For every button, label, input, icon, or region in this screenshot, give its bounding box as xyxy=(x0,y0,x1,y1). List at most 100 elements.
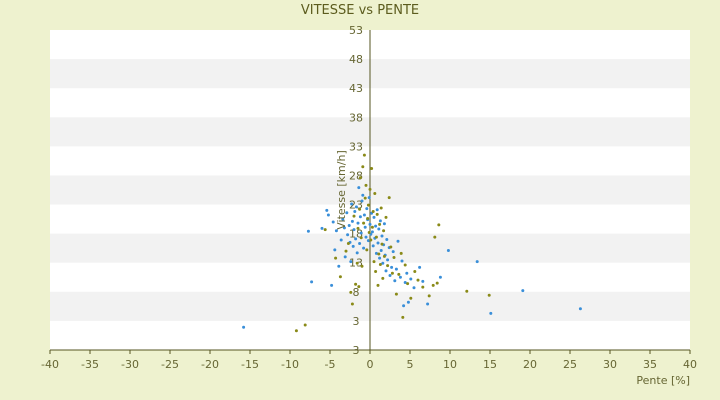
data-point xyxy=(379,249,383,253)
data-point xyxy=(334,256,338,260)
data-point xyxy=(489,311,493,315)
data-point xyxy=(367,230,371,234)
x-tick-label: 10 xyxy=(443,358,457,371)
data-point xyxy=(437,223,441,227)
data-point xyxy=(475,260,479,264)
data-point xyxy=(351,244,355,248)
data-point xyxy=(362,153,366,157)
data-point xyxy=(405,271,409,275)
data-point xyxy=(374,235,378,239)
data-point xyxy=(401,315,405,319)
data-point xyxy=(390,265,394,269)
data-point xyxy=(310,280,314,284)
data-point xyxy=(412,286,416,290)
x-tick-label: -25 xyxy=(161,358,179,371)
data-point xyxy=(358,207,362,211)
chart-title: VITESSE vs PENTE xyxy=(301,3,419,18)
data-point xyxy=(427,294,431,298)
data-point xyxy=(368,187,372,191)
data-point xyxy=(337,264,341,268)
data-point xyxy=(406,300,410,304)
data-point xyxy=(330,283,334,287)
data-point xyxy=(382,229,386,233)
data-point xyxy=(366,203,370,207)
data-point xyxy=(381,276,385,280)
data-point xyxy=(388,274,392,278)
data-points xyxy=(242,153,582,333)
data-point xyxy=(358,242,362,246)
data-point xyxy=(378,222,382,226)
y-tick-label: 53 xyxy=(349,24,363,37)
y-tick-label: 8 xyxy=(353,286,360,299)
data-point xyxy=(421,279,425,283)
data-point xyxy=(374,269,378,273)
data-point xyxy=(487,293,491,297)
data-point xyxy=(325,208,329,212)
data-point xyxy=(394,292,398,296)
data-point xyxy=(402,304,406,308)
data-point xyxy=(303,323,307,327)
data-point xyxy=(354,282,358,286)
data-point xyxy=(370,230,374,234)
x-tick-label: 30 xyxy=(603,358,617,371)
y-tick-label: 43 xyxy=(349,82,363,95)
data-point xyxy=(384,269,388,273)
data-point xyxy=(375,208,379,212)
x-tick-label: -35 xyxy=(81,358,99,371)
y-axis-label: Vitesse [km/h] xyxy=(335,150,348,230)
data-point xyxy=(367,196,371,200)
data-point xyxy=(354,237,358,241)
data-point xyxy=(377,227,381,231)
data-point xyxy=(386,258,390,262)
data-point xyxy=(375,212,379,216)
x-tick-label: 5 xyxy=(407,358,414,371)
data-point xyxy=(400,259,404,263)
data-point xyxy=(334,229,338,233)
data-point xyxy=(361,193,365,197)
data-point xyxy=(362,213,366,217)
data-point xyxy=(370,166,374,170)
data-point xyxy=(521,289,525,293)
data-point xyxy=(393,279,397,283)
data-point xyxy=(385,237,389,241)
data-point xyxy=(365,207,369,211)
data-point xyxy=(378,219,382,223)
x-tick-label: 40 xyxy=(683,358,697,371)
data-point xyxy=(353,210,357,214)
data-point xyxy=(361,165,365,169)
data-point xyxy=(357,186,361,190)
data-point xyxy=(465,289,469,293)
data-point xyxy=(339,238,343,242)
data-point xyxy=(346,233,350,237)
data-point xyxy=(403,263,407,267)
data-point xyxy=(359,236,363,240)
data-point xyxy=(352,228,356,232)
data-point xyxy=(416,278,420,282)
data-point xyxy=(418,265,422,269)
data-point xyxy=(362,221,366,225)
data-point xyxy=(435,281,439,285)
data-point xyxy=(382,254,386,258)
data-point xyxy=(409,296,413,300)
data-point xyxy=(331,220,335,224)
data-point xyxy=(363,225,367,229)
data-point xyxy=(438,275,442,279)
data-point xyxy=(242,325,246,329)
data-point xyxy=(355,251,359,255)
x-tick-label: -30 xyxy=(121,358,139,371)
data-point xyxy=(426,302,430,306)
data-point xyxy=(371,210,375,214)
data-point xyxy=(326,213,330,217)
data-point xyxy=(306,229,310,233)
data-point xyxy=(377,252,381,256)
data-point xyxy=(382,222,386,226)
data-point xyxy=(387,196,391,200)
data-point xyxy=(350,202,354,206)
data-point xyxy=(390,271,394,275)
data-point xyxy=(386,264,390,268)
data-point xyxy=(431,283,435,287)
x-tick-label: 15 xyxy=(483,358,497,371)
data-point xyxy=(352,214,356,218)
data-point xyxy=(358,176,362,180)
